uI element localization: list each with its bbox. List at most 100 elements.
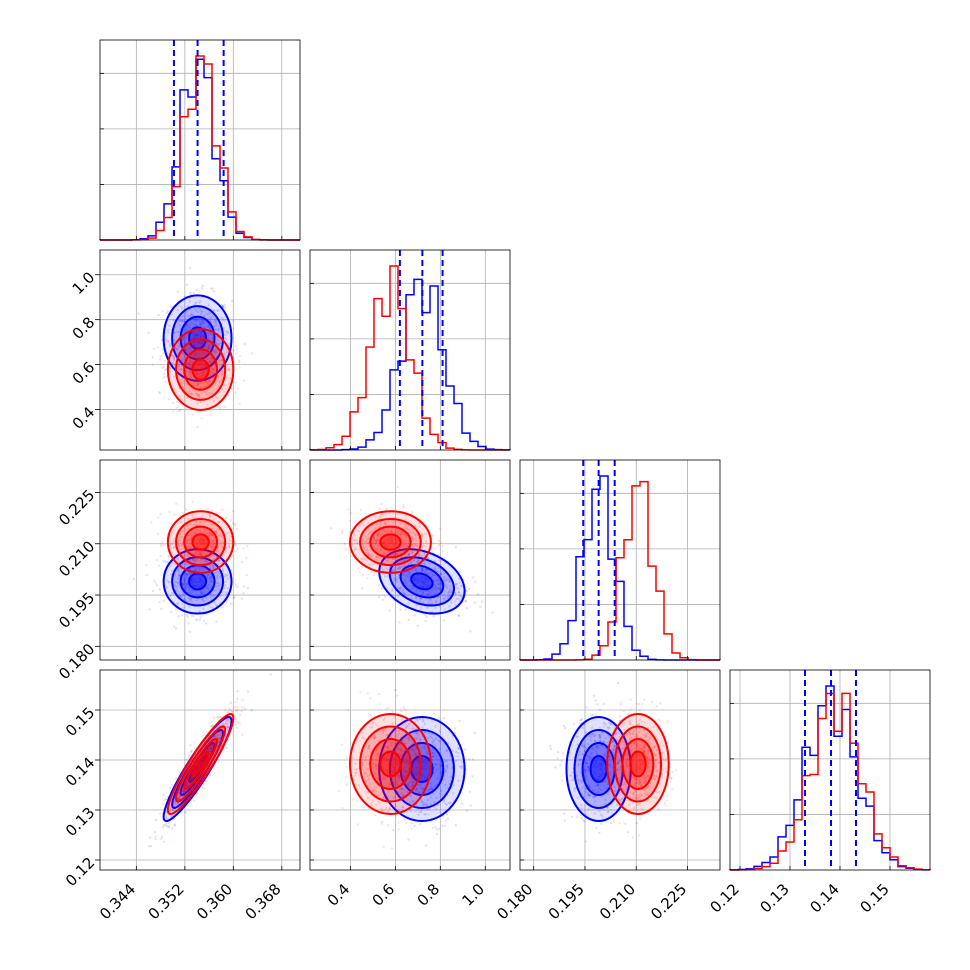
scatter-point [197,393,200,396]
scatter-point [245,556,248,560]
scatter-point [170,610,173,614]
scatter-point [231,319,235,322]
scatter-point [215,324,218,327]
scatter-point [564,726,567,730]
scatter-point [225,746,229,750]
scatter-point [195,372,198,376]
panel-frame [519,459,721,661]
scatter-point [465,809,469,812]
scatter-point [171,827,174,830]
scatter-point [200,322,203,326]
panel-2-1 [309,459,511,661]
scatter-point [199,324,203,328]
scatter-point [229,377,232,380]
scatter-point [215,351,218,354]
scatter-point [162,803,165,806]
scatter-point [196,382,199,385]
scatter-point [199,322,202,326]
scatter-point [161,352,165,355]
scatter-point [217,329,221,332]
scatter-point [176,330,179,334]
scatter-point [191,413,195,416]
scatter-point [463,748,467,751]
scatter-point [154,837,157,841]
scatter-point [189,393,193,396]
scatter-point [195,363,198,366]
histogram-series-1 [309,265,510,451]
scatter-point [214,320,218,323]
scatter-point [201,366,205,369]
scatter-point [194,334,198,337]
scatter-point [196,383,200,387]
scatter-point [176,347,179,350]
scatter-point [341,806,344,810]
scatter-point [148,608,151,611]
scatter-point [223,352,227,356]
scatter-point [403,818,406,821]
scatter-point [161,541,164,544]
scatter-point [232,509,235,513]
scatter-point [194,354,197,357]
scatter-point [181,614,184,617]
scatter-point [207,304,210,307]
scatter-point [195,334,199,337]
scatter-point [236,585,239,588]
scatter-point [165,375,168,378]
scatter-point [491,611,494,614]
scatter-point [159,837,163,841]
scatter-point [390,847,394,850]
scatter-point [473,731,477,735]
scatter-point [158,600,161,604]
scatter-point [576,815,579,819]
scatter-point [225,364,229,367]
scatter-point [207,334,211,338]
scatter-point [154,835,157,838]
scatter-point [207,325,210,329]
scatter-point [212,368,215,371]
scatter-point [341,529,344,533]
scatter-point [388,609,391,612]
scatter-point [170,784,174,787]
scatter-point [205,391,209,394]
scatter-point [194,333,198,336]
scatter-point [162,365,166,369]
scatter-point [172,410,175,413]
scatter-point [377,692,381,696]
scatter-point [193,365,196,369]
scatter-point [195,324,199,327]
x-tick-label: 1.0 [459,880,489,910]
scatter-point [158,392,162,395]
scatter-point [202,370,206,373]
scatter-point [186,304,190,308]
scatter-point [202,326,205,329]
scatter-point [402,506,406,509]
scatter-point [364,513,368,516]
scatter-point [196,382,200,385]
scatter-point [185,758,188,761]
scatter-point [212,290,215,293]
scatter-point [235,348,239,351]
scatter-point [221,606,224,609]
scatter-point [221,388,224,391]
scatter-point [238,354,242,358]
scatter-point [181,338,184,342]
scatter-point [214,395,218,399]
scatter-point [369,713,372,717]
scatter-point [221,318,225,322]
scatter-point [212,349,216,353]
scatter-point [202,320,206,323]
scatter-point [413,824,416,828]
scatter-point [221,305,225,308]
scatter-point [183,379,186,382]
scatter-point [206,381,209,385]
scatter-point [194,324,197,327]
scatter-point [391,710,394,714]
scatter-point [234,583,238,586]
scatter-point [232,327,235,330]
scatter-point [177,345,180,348]
y-tick-label: 1.0 [69,268,99,298]
scatter-point [232,596,236,600]
scatter-point [345,776,348,779]
x-tick-label: 0.344 [96,880,139,923]
scatter-point [188,630,192,634]
